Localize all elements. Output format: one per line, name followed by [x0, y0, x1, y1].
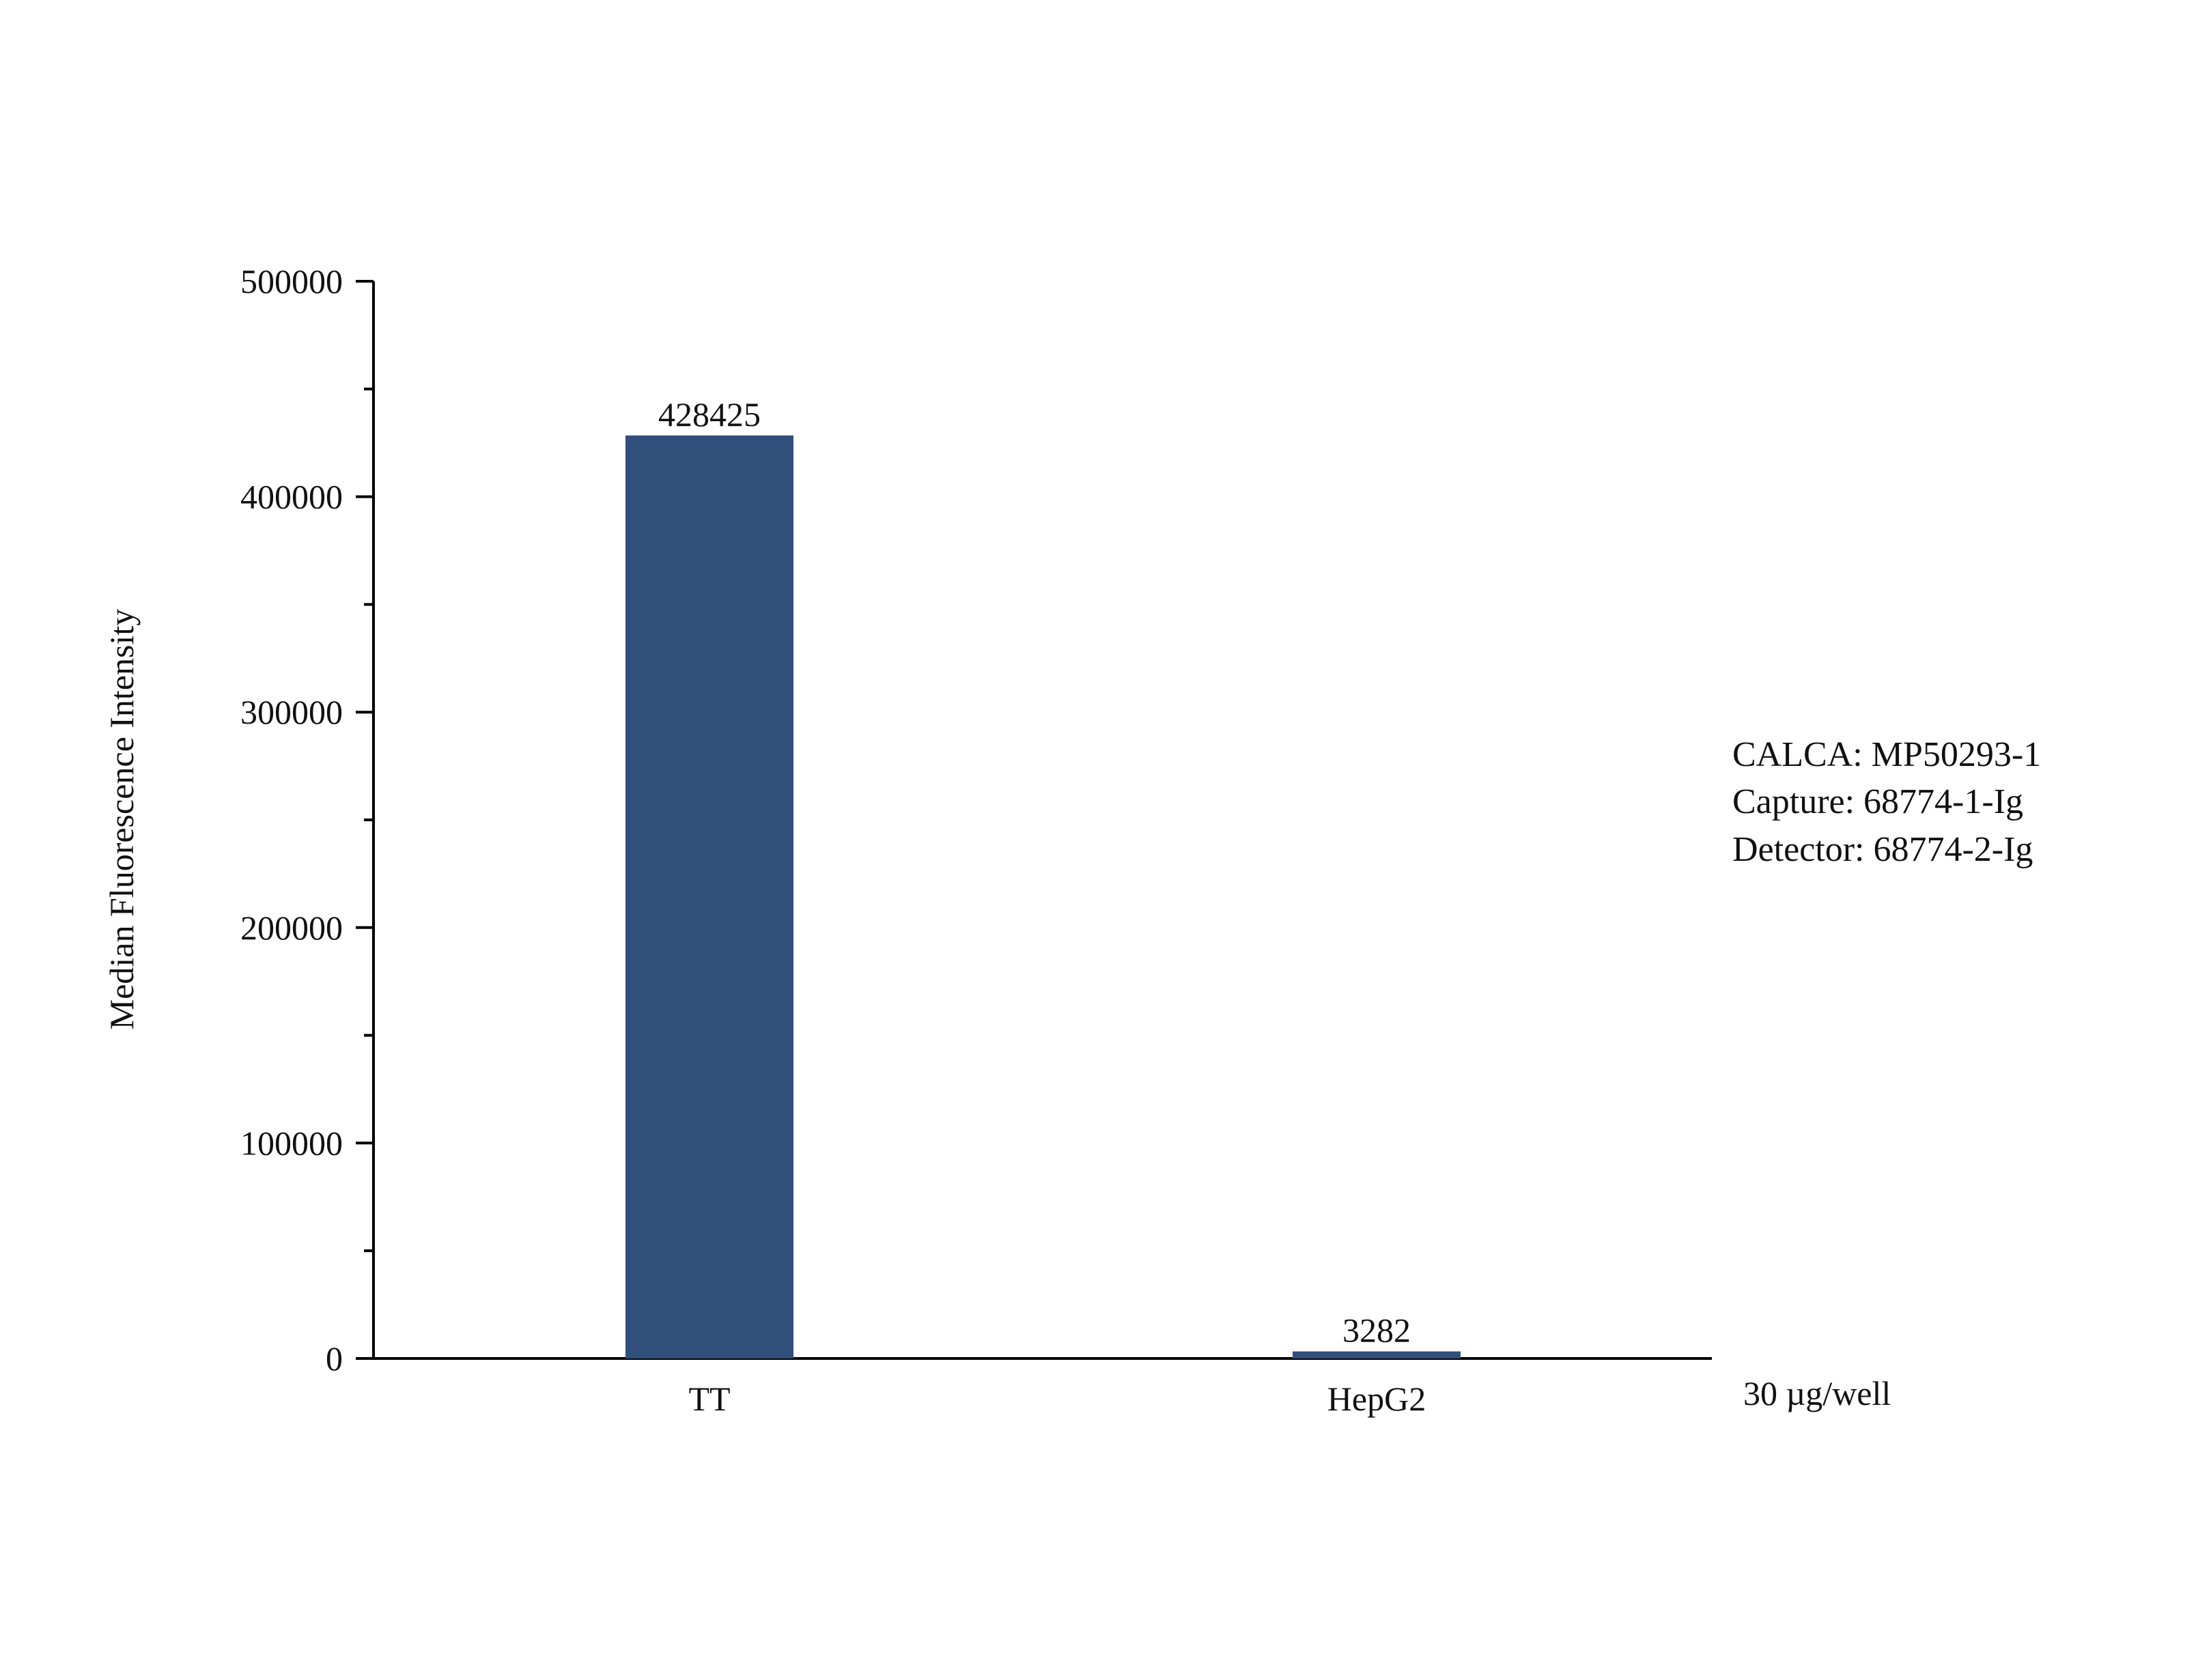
- annotation-capture: Capture: 68774-1-Ig: [1732, 782, 2023, 821]
- y-tick-label: 0: [326, 1339, 343, 1378]
- annotation-antibody-pair: CALCA: MP50293-1: [1732, 735, 2041, 774]
- axes: [356, 281, 1712, 1360]
- data-label: 428425: [658, 395, 761, 433]
- y-tick-label: 200000: [240, 909, 343, 947]
- x-tick-label: TT: [688, 1380, 730, 1418]
- y-tick-label: 500000: [240, 262, 343, 300]
- x-tick-label: HepG2: [1327, 1380, 1426, 1418]
- labels: 428425 TT 3282 HepG2: [658, 395, 1426, 1418]
- y-tick-label: 100000: [240, 1124, 343, 1162]
- y-tick-label: 300000: [240, 693, 343, 731]
- y-axis-title: Median Fluorescence Intensity: [102, 609, 141, 1029]
- bars: [625, 435, 1461, 1359]
- annotation-detector: Detector: 68774-2-Ig: [1732, 830, 2033, 869]
- y-axis-ticks: 0 100000 200000 300000 400000 500000: [240, 262, 374, 1378]
- x-axis-note: 30 µg/well: [1743, 1374, 1891, 1412]
- data-label: 3282: [1342, 1311, 1411, 1350]
- bar-hepg2: [1293, 1351, 1461, 1358]
- y-tick-label: 400000: [240, 478, 343, 516]
- annotation-block: CALCA: MP50293-1 Capture: 68774-1-Ig Det…: [1732, 735, 2041, 869]
- bar-tt: [625, 435, 793, 1359]
